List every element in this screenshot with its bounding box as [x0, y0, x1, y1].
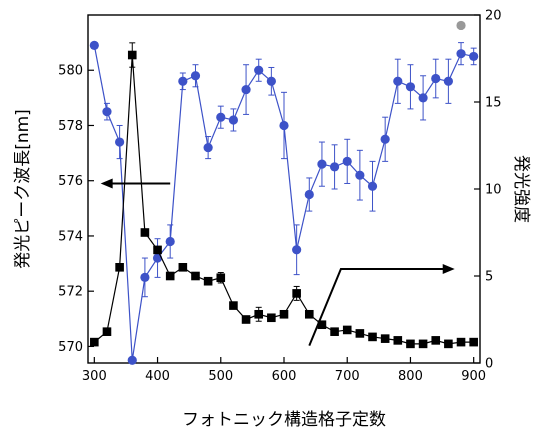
- intensity-point: [304, 309, 314, 319]
- wavelength-point: [152, 253, 163, 263]
- arrow-to-right-axis: [308, 268, 447, 346]
- y-axis-right-label: 発光強度: [511, 155, 531, 223]
- intensity-point: [102, 327, 112, 336]
- wavelength-point: [317, 159, 327, 169]
- intensity-point: [292, 289, 301, 298]
- intensity-point: [330, 327, 339, 336]
- intensity-point: [140, 228, 150, 237]
- wavelength-point: [292, 245, 302, 255]
- wavelength-point: [393, 76, 403, 86]
- arrow-head-left: [100, 178, 113, 189]
- intensity-point: [191, 271, 200, 281]
- wavelength-point: [443, 76, 453, 86]
- intensity-point: [317, 320, 327, 330]
- wavelength-point: [216, 112, 226, 122]
- x-axis-label: フォトニック構造格子定数: [182, 410, 386, 430]
- wavelength-point: [140, 272, 150, 282]
- x-tick-label: 300: [82, 369, 107, 384]
- wavelength-point: [89, 40, 99, 50]
- intensity-point: [393, 336, 403, 345]
- intensity-point: [279, 309, 289, 319]
- intensity-point: [267, 313, 276, 323]
- intensity-point: [115, 263, 124, 272]
- y-left-tick-label: 578: [58, 119, 83, 134]
- wavelength-point: [254, 65, 264, 75]
- intensity-point: [456, 337, 466, 347]
- annotation-layer: [100, 178, 455, 346]
- y-right-tick-label: 20: [485, 9, 502, 24]
- intensity-point: [178, 263, 188, 272]
- intensity-point: [418, 339, 428, 349]
- y-right-tick-label: 10: [485, 183, 502, 198]
- x-tick-label: 600: [272, 369, 297, 384]
- wavelength-point: [178, 76, 188, 86]
- intensity-point: [241, 315, 251, 324]
- wavelength-point: [405, 82, 416, 92]
- wavelength-point: [367, 181, 378, 191]
- wavelength-point: [228, 115, 239, 125]
- y-left-tick-label: 576: [58, 174, 83, 189]
- y-right-tick-label: 15: [485, 96, 502, 111]
- intensity-point: [444, 339, 453, 349]
- x-tick-label: 500: [208, 369, 233, 384]
- y-left-tick-label: 574: [58, 229, 83, 244]
- intensity-point: [216, 273, 226, 283]
- wavelength-point: [190, 71, 201, 81]
- wavelength-point: [418, 93, 428, 103]
- intensity-point: [368, 332, 377, 342]
- y-axis-left-label: 発光ピーク波長[nm]: [13, 109, 33, 269]
- wavelength-point: [266, 76, 276, 86]
- y-left-tick-label: 580: [58, 64, 83, 79]
- y-right-tick-label: 0: [485, 357, 493, 372]
- wavelength-point: [203, 142, 213, 153]
- x-tick-label: 800: [398, 369, 423, 384]
- intensity-point: [355, 329, 365, 338]
- intensity-point: [469, 337, 478, 347]
- x-tick-label: 700: [335, 369, 360, 384]
- wavelength-point: [431, 73, 441, 84]
- wavelength-point: [469, 51, 479, 62]
- intensity-point: [165, 271, 175, 281]
- intensity-point: [203, 276, 213, 286]
- wavelength-point: [127, 355, 137, 365]
- gray-marker: [456, 20, 466, 31]
- intensity-point: [342, 325, 352, 335]
- y-left-tick-label: 572: [58, 285, 83, 300]
- y-axis-right: 0 5 10 15 20: [474, 9, 502, 372]
- arrow-head-right: [442, 264, 455, 275]
- intensity-point: [254, 309, 264, 319]
- intensity-point: [380, 334, 390, 343]
- x-axis: 300 400 500 600 700 800 900: [82, 357, 486, 384]
- wavelength-point: [304, 189, 314, 200]
- intensity-point: [90, 337, 99, 347]
- wavelength-point: [241, 84, 251, 95]
- wavelength-point: [355, 170, 365, 180]
- x-tick-label: 400: [145, 369, 170, 384]
- intensity-point: [229, 301, 238, 310]
- x-tick-label: 900: [461, 369, 486, 384]
- intensity-point: [406, 339, 415, 349]
- intensity-point: [127, 50, 137, 60]
- y-right-tick-label: 5: [485, 270, 493, 285]
- series-layer: [89, 20, 479, 365]
- wavelength-point: [102, 107, 112, 117]
- wavelength-point: [165, 236, 175, 247]
- intensity-point: [153, 245, 162, 255]
- y-left-tick-label: 570: [58, 340, 83, 355]
- wavelength-point: [380, 134, 390, 144]
- y-axis-left: 570 572 574 576 578 580: [58, 64, 94, 355]
- wavelength-point: [456, 49, 466, 59]
- wavelength-point: [279, 120, 289, 131]
- wavelength-point: [329, 162, 340, 172]
- wavelength-point: [342, 156, 352, 166]
- wavelength-point: [115, 137, 125, 147]
- intensity-point: [431, 336, 441, 345]
